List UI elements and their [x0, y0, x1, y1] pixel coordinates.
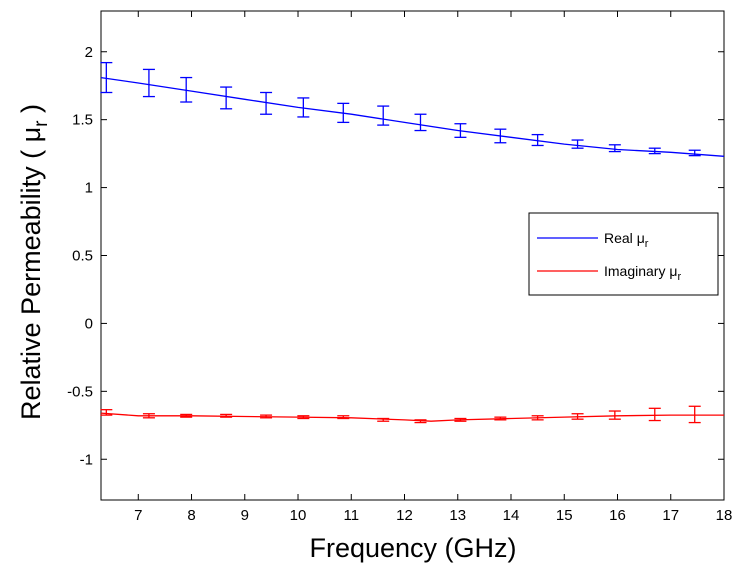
errorbar-real — [688, 149, 701, 157]
x-tick-label: 16 — [609, 507, 626, 524]
y-axis-title: Relative Permeability ( μr ) — [16, 104, 52, 420]
errorbar-imaginary — [688, 405, 701, 424]
series-line-real — [100, 76, 725, 157]
errorbar-imaginary — [100, 409, 113, 416]
plot-area: 7 8 9 10 11 12 13 14 15 16 17 18 -1 -0.5 0 0.5 1 1.5 2 — [67, 10, 733, 524]
errorbar-real — [260, 91, 273, 115]
x-tick-label: 8 — [187, 507, 195, 524]
errorbar-imaginary — [260, 414, 273, 419]
legend: Real μr Imaginary μr — [528, 212, 719, 296]
x-tick-label: 15 — [556, 507, 573, 524]
errorbar-real — [531, 133, 544, 147]
errorbar-real — [414, 113, 427, 132]
errorbar-real — [337, 102, 350, 124]
errorbar-real — [494, 128, 507, 144]
x-tick-label: 14 — [503, 507, 520, 524]
x-tick-label: 17 — [662, 507, 679, 524]
errorbar-imaginary — [494, 416, 507, 421]
x-tick-label: 12 — [396, 507, 413, 524]
errorbar-imaginary — [297, 415, 310, 420]
y-tick-label: -0.5 — [67, 383, 93, 400]
errorbar-real — [571, 139, 584, 149]
x-tick-label: 13 — [449, 507, 466, 524]
x-tick-label: 7 — [134, 507, 142, 524]
errorbar-real — [377, 105, 390, 126]
errorbar-real — [608, 144, 621, 153]
legend-label-imaginary: Imaginary μr — [604, 263, 681, 283]
errorbar-imaginary — [337, 415, 350, 420]
x-tick-label: 10 — [290, 507, 307, 524]
errorbar-imaginary — [180, 413, 193, 418]
errorbar-imaginary — [571, 413, 584, 420]
errorbar-imaginary — [454, 417, 467, 422]
series-line-imaginary — [100, 412, 724, 422]
y-tick-label: 1.5 — [72, 112, 93, 129]
legend-box — [528, 212, 719, 296]
errorbar-imaginary — [608, 410, 621, 420]
errorbar-imaginary — [377, 417, 390, 422]
errorbar-real — [180, 76, 193, 103]
x-axis-title: Frequency (GHz) — [309, 533, 516, 563]
errorbar-real — [454, 123, 467, 138]
y-tick-label: 2 — [85, 44, 93, 61]
errorbar-real — [142, 68, 155, 98]
errorbar-real — [648, 147, 661, 155]
y-tick-label: 0.5 — [72, 248, 93, 265]
errorbar-real — [100, 61, 113, 94]
errorbar-imaginary — [531, 415, 544, 421]
x-tick-label: 11 — [343, 507, 359, 524]
y-tick-label: 1 — [85, 180, 93, 197]
x-tick-label: 18 — [716, 507, 733, 524]
y-tick-label: -1 — [80, 451, 93, 468]
legend-label-real: Real μr — [604, 230, 649, 250]
errorbar-real — [220, 86, 233, 110]
errorbar-imaginary — [648, 407, 661, 422]
errorbar-imaginary — [414, 419, 427, 424]
errorbar-real — [297, 97, 310, 118]
errorbar-imaginary — [220, 413, 233, 418]
errorbar-imaginary — [142, 413, 155, 419]
y-tick-label: 0 — [85, 315, 93, 332]
x-tick-label: 9 — [241, 507, 249, 524]
